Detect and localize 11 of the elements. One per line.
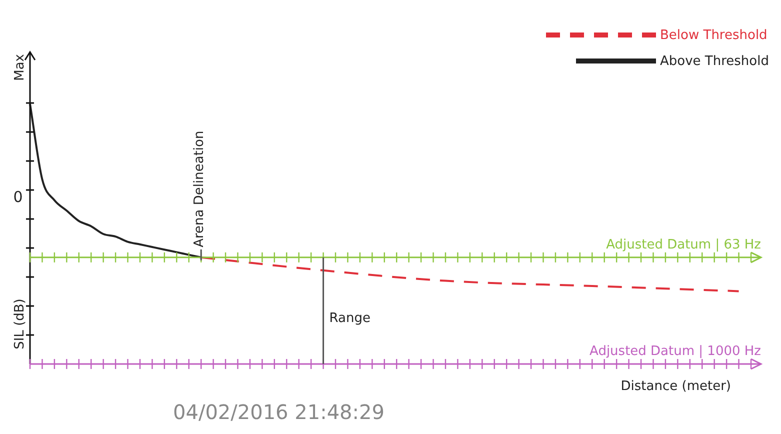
annotation: Range <box>329 311 370 326</box>
text: 04/02/2016 21:48:29 <box>173 400 384 424</box>
ref-line-label: Adjusted Datum | 63 Hz <box>606 237 762 252</box>
y-axis-title: SIL (dB) <box>12 298 28 350</box>
x-axis-title: Distance (meter) <box>620 378 731 394</box>
annotation: Arena Delineation <box>192 130 207 248</box>
legend-label: Below Threshold <box>660 28 768 42</box>
ref-line-label: Adjusted Datum | 1000 Hz <box>590 344 762 359</box>
text: Max <box>12 54 28 81</box>
text: Above Threshold <box>660 54 769 68</box>
text: 0 <box>13 188 23 206</box>
